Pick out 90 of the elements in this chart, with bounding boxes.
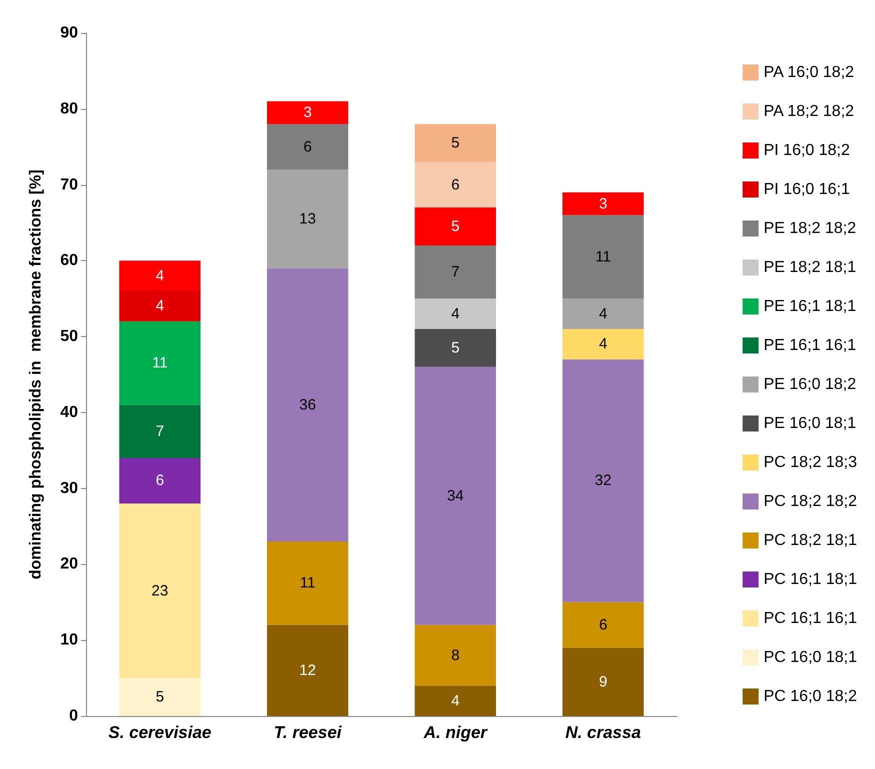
data-label: 32	[594, 472, 612, 490]
data-label: 3	[303, 104, 312, 122]
legend-label: PC 18;2 18;1	[764, 532, 858, 549]
legend-label: PE 16;0 18;2	[764, 376, 856, 393]
data-label: 11	[152, 354, 168, 372]
data-label: 36	[299, 396, 316, 414]
legend-label: PE 16;1 16;1	[764, 337, 856, 354]
legend-label: PC 16;0 18;2	[764, 688, 858, 705]
bar	[562, 192, 644, 216]
data-label: 11	[595, 248, 611, 266]
legend-label: PC 16;1 18;1	[764, 571, 858, 588]
bar	[414, 298, 496, 329]
data-label: 5	[156, 688, 164, 706]
data-label: 3	[598, 195, 608, 212]
bar	[266, 124, 348, 170]
data-label: 5	[451, 218, 460, 236]
bar	[266, 624, 348, 716]
x-tick-label: A. niger	[422, 723, 488, 742]
data-label: 6	[303, 138, 312, 156]
data-label: 13	[299, 210, 316, 228]
legend-label: PI 16;0 16;1	[764, 181, 850, 198]
bar	[119, 678, 201, 716]
data-label: 4	[451, 305, 460, 322]
legend-label: PE 18;2 18;1	[764, 259, 856, 276]
legend-label: PA 18;2 18;2	[764, 103, 854, 120]
bar	[562, 298, 644, 329]
data-label: 9	[598, 673, 608, 690]
bar	[119, 260, 201, 292]
y-tick-label: 50	[60, 328, 78, 346]
legend-label: PE 16;0 18;1	[764, 415, 856, 432]
legend-label: PA 16;0 18;2	[764, 64, 854, 81]
bar	[119, 291, 201, 322]
data-label: 4	[156, 298, 164, 315]
y-tick-label: 90	[60, 24, 78, 42]
y-tick-label: 40	[60, 404, 78, 421]
data-label: 5	[451, 339, 460, 356]
y-tick-label: 10	[60, 632, 78, 649]
y-tick-label: 30	[60, 480, 78, 497]
legend-label: PC 18;2 18;3	[764, 454, 858, 471]
bar	[414, 162, 496, 208]
bar	[414, 328, 496, 367]
bar	[266, 101, 348, 124]
y-tick-label: 70	[60, 176, 78, 194]
data-label: 12	[299, 662, 316, 679]
bar	[119, 504, 201, 678]
data-label: 23	[152, 582, 168, 600]
legend-label: PI 16;0 18;2	[764, 142, 850, 159]
data-label: 34	[447, 487, 464, 504]
bar	[414, 366, 496, 625]
bar	[414, 208, 496, 246]
y-tick-label: 80	[60, 100, 78, 118]
data-label: 6	[451, 176, 460, 194]
data-label: 8	[451, 646, 460, 664]
y-tick-label: 20	[60, 556, 78, 573]
data-label: 7	[451, 264, 460, 281]
legend-label: PC 16;1 16;1	[764, 610, 858, 627]
bar	[414, 124, 496, 162]
bar	[414, 686, 496, 716]
data-label: 6	[598, 616, 608, 634]
data-label: 4	[451, 692, 460, 710]
bar	[562, 602, 644, 648]
x-tick-label: T. reesei	[274, 723, 343, 742]
bar	[562, 215, 644, 299]
y-tick-label: 60	[60, 252, 78, 270]
legend-label: PE 18;2 18;2	[764, 220, 856, 237]
data-label: 4	[598, 305, 608, 322]
bar	[266, 170, 348, 268]
y-tick-label: 0	[69, 708, 78, 724]
bar	[414, 624, 496, 686]
bar	[119, 321, 201, 405]
data-label: 7	[156, 422, 164, 440]
legend-label: PE 16;1 18;1	[764, 298, 856, 315]
bar	[414, 245, 496, 299]
x-tick-label: N. crassa	[565, 723, 641, 742]
data-label: 6	[156, 472, 164, 490]
bar	[266, 268, 348, 542]
legend-label: PC 18;2 18;2	[764, 493, 858, 510]
data-label: 4	[598, 336, 608, 353]
data-label: 4	[156, 267, 164, 284]
bar	[119, 404, 201, 458]
y-axis-title: dominating phospholipids in membrane fractions [%]	[28, 170, 44, 580]
data-label: 11	[300, 574, 316, 592]
bar	[119, 458, 201, 504]
bar	[266, 541, 348, 625]
data-label: 5	[451, 134, 460, 152]
bar	[562, 328, 644, 360]
bar	[562, 359, 644, 602]
legend-label: PC 16;0 18;1	[764, 649, 858, 666]
x-tick-label: S. cerevisiae	[108, 723, 212, 742]
bar	[562, 648, 644, 716]
